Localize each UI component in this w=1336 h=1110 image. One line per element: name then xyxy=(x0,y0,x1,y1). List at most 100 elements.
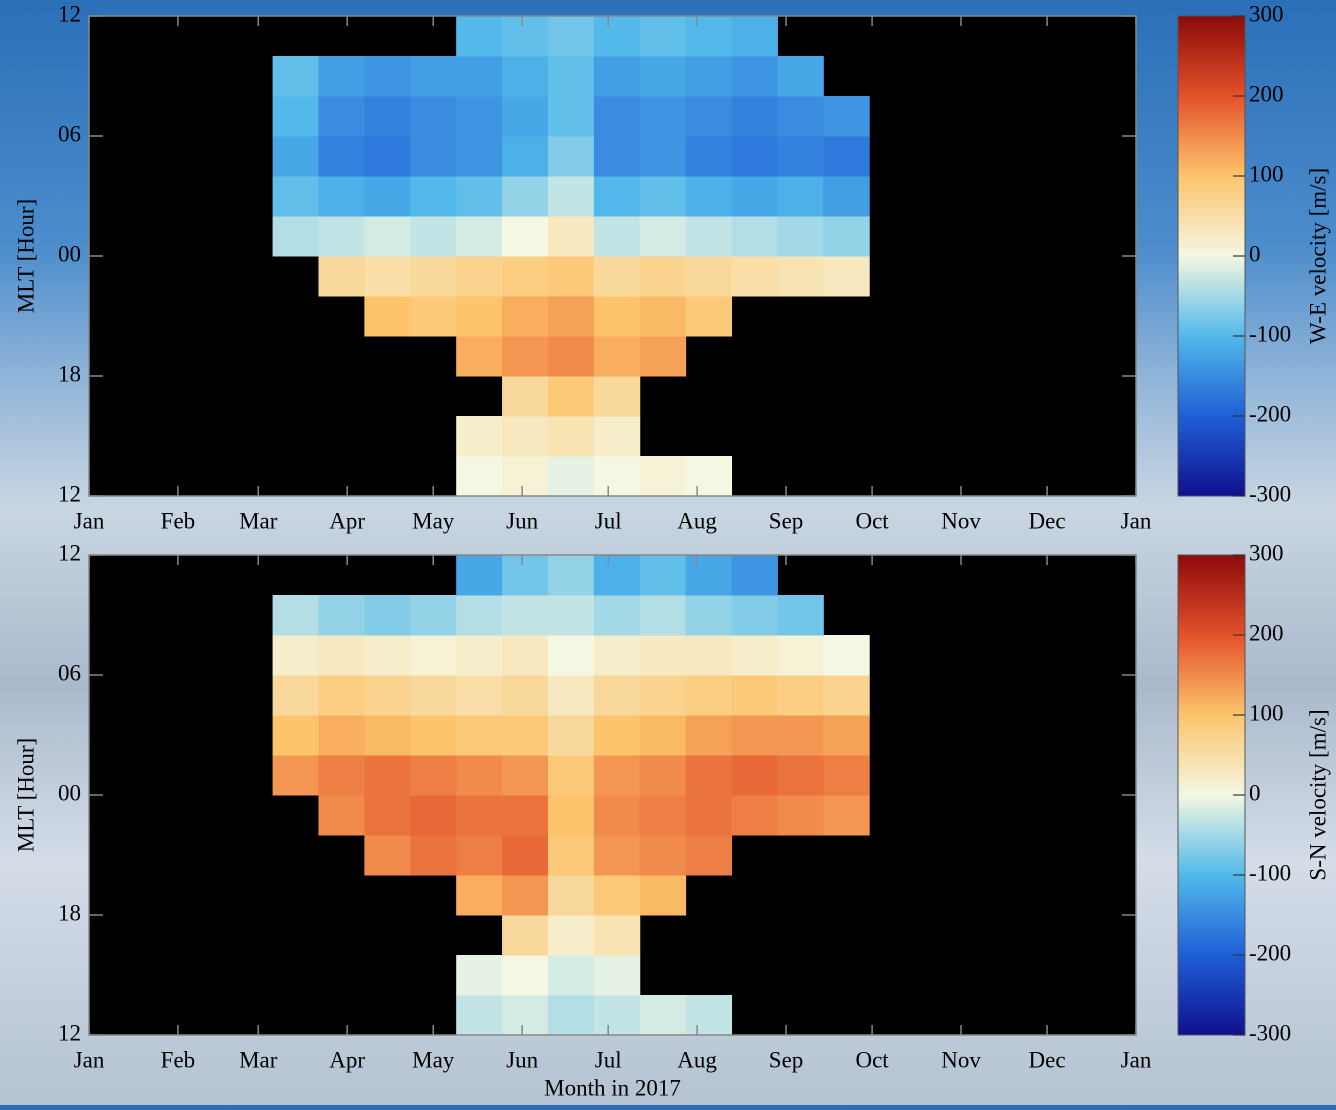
heatmap-cell xyxy=(548,755,594,796)
heatmap-cell xyxy=(777,96,823,137)
x-tick-label: Dec xyxy=(1029,508,1066,533)
heatmap-cell xyxy=(273,595,319,636)
heatmap-cell xyxy=(823,176,869,217)
x-tick-label: May xyxy=(412,508,455,533)
heatmap-cell xyxy=(364,755,410,796)
heatmap-cell xyxy=(594,336,640,377)
y-tick-label: 18 xyxy=(58,900,81,925)
heatmap-cell xyxy=(410,176,456,217)
colorbar-tick-label: -100 xyxy=(1249,860,1291,885)
colorbar-tick-label: -200 xyxy=(1249,401,1291,426)
colorbar-tick-label: 0 xyxy=(1249,780,1261,805)
colorbar-tick-label: 300 xyxy=(1249,1,1284,26)
heatmap-cell xyxy=(410,835,456,876)
heatmap-cell xyxy=(548,376,594,417)
heatmap-cell xyxy=(456,96,502,137)
heatmap-cell xyxy=(594,176,640,217)
y-tick-label: 06 xyxy=(58,121,81,146)
heatmap-cell xyxy=(640,16,686,57)
heatmap-cell xyxy=(594,955,640,996)
heatmap-cell xyxy=(502,875,548,916)
heatmap-cell xyxy=(273,635,319,676)
heatmap-cell xyxy=(502,136,548,177)
heatmap-cell xyxy=(456,555,502,596)
x-tick-label: Jun xyxy=(506,508,538,533)
x-tick-label: Jan xyxy=(1121,508,1152,533)
heatmap-cell xyxy=(686,456,732,497)
heatmap-cell xyxy=(732,216,778,257)
heatmap-cell xyxy=(502,216,548,257)
heatmap-cell xyxy=(594,16,640,57)
heatmap-cell xyxy=(640,755,686,796)
heatmap-cell xyxy=(548,336,594,377)
y-tick-label: 18 xyxy=(58,361,81,386)
heatmap-cell xyxy=(364,176,410,217)
heatmap-cell xyxy=(318,635,364,676)
heatmap-cell xyxy=(502,635,548,676)
heatmap-cell xyxy=(732,595,778,636)
heatmap-cell xyxy=(686,995,732,1036)
heatmap-cell xyxy=(456,16,502,57)
heatmap-cell xyxy=(502,755,548,796)
x-tick-label: Apr xyxy=(329,508,365,533)
heatmap-cell xyxy=(318,136,364,177)
heatmap-cell xyxy=(456,795,502,836)
heatmap-cell xyxy=(410,296,456,337)
heatmap-cell xyxy=(686,595,732,636)
heatmap-cell xyxy=(318,755,364,796)
heatmap-cell xyxy=(548,416,594,457)
heatmap-cell xyxy=(686,635,732,676)
heatmap-cell xyxy=(364,835,410,876)
heatmap-cell xyxy=(364,136,410,177)
heatmap-cell xyxy=(318,96,364,137)
heatmap-cell xyxy=(640,176,686,217)
heatmap-cell xyxy=(732,795,778,836)
heatmap-cell xyxy=(686,136,732,177)
heatmap-cell xyxy=(456,176,502,217)
x-tick-label: Jul xyxy=(595,1047,622,1072)
heatmap-cell xyxy=(777,56,823,97)
heatmap-cell xyxy=(686,555,732,596)
heatmap-cell xyxy=(777,256,823,297)
heatmap-cell xyxy=(456,675,502,716)
heatmap-cell xyxy=(594,635,640,676)
heatmap-cell xyxy=(732,675,778,716)
heatmap-cell xyxy=(594,795,640,836)
heatmap-cell xyxy=(548,136,594,177)
heatmap-cell xyxy=(732,715,778,756)
heatmap-cell xyxy=(502,595,548,636)
heatmap-cell xyxy=(548,96,594,137)
heatmap-cell xyxy=(594,456,640,497)
heatmap-cell xyxy=(594,256,640,297)
heatmap-cell xyxy=(273,136,319,177)
heatmap-cell xyxy=(410,715,456,756)
heatmap-cell xyxy=(456,835,502,876)
heatmap-cell xyxy=(686,96,732,137)
colorbar-tick-label: 200 xyxy=(1249,81,1284,106)
heatmap-cell xyxy=(502,96,548,137)
heatmap-cell xyxy=(640,875,686,916)
heatmap-cell xyxy=(318,595,364,636)
heatmap-cell xyxy=(732,755,778,796)
heatmap-cell xyxy=(548,176,594,217)
x-tick-label: Jun xyxy=(506,1047,538,1072)
x-tick-label: Jan xyxy=(74,1047,105,1072)
heatmap-cell xyxy=(456,336,502,377)
heatmap-cell xyxy=(594,875,640,916)
y-tick-label: 00 xyxy=(58,241,81,266)
x-tick-label: Mar xyxy=(239,508,278,533)
heatmap-cell xyxy=(823,755,869,796)
colorbar-tick-label: 300 xyxy=(1249,540,1284,565)
heatmap-cell xyxy=(686,835,732,876)
heatmap-cell xyxy=(640,635,686,676)
heatmap-cell xyxy=(456,136,502,177)
y-tick-label: 12 xyxy=(58,1020,81,1045)
heatmap-cell xyxy=(640,715,686,756)
heatmap-cell xyxy=(502,56,548,97)
heatmap-cell xyxy=(686,675,732,716)
colorbar-tick-label: 0 xyxy=(1249,241,1261,266)
heatmap-cell xyxy=(318,715,364,756)
heatmap-cell xyxy=(548,835,594,876)
heatmap-cell xyxy=(548,875,594,916)
heatmap-cell xyxy=(502,995,548,1036)
